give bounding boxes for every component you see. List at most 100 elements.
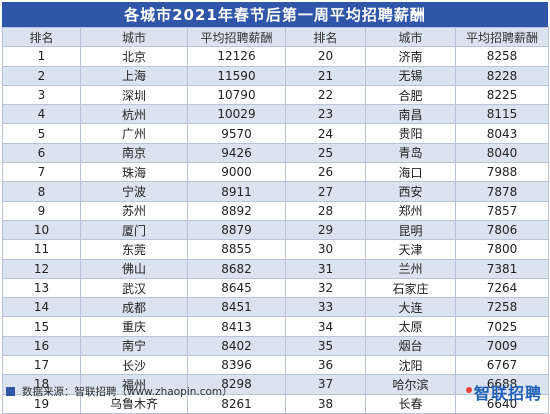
cell-salary: 10029 — [187, 104, 286, 125]
cell-salary: 7025 — [455, 316, 549, 337]
table-row: 2 上海 11590 21 无锡 8228 — [2, 65, 549, 86]
cell-city: 南京 — [80, 142, 188, 164]
cell-city: 成都 — [80, 297, 188, 318]
cell-city: 合肥 — [365, 84, 456, 106]
table-row: 18 福州 8298 37 哈尔滨 6688 — [2, 374, 549, 395]
cell-rank: 2 — [2, 65, 81, 86]
cell-salary: 8396 — [187, 355, 286, 376]
cell-rank: 10 — [2, 219, 81, 241]
cell-salary: 8855 — [187, 239, 286, 260]
cell-rank: 24 — [285, 123, 366, 144]
cell-city: 烟台 — [365, 335, 456, 357]
column-header-city: 城市 — [365, 26, 456, 48]
cell-city: 佛山 — [80, 258, 188, 279]
cell-rank: 23 — [285, 104, 366, 125]
cell-rank: 11 — [2, 239, 81, 260]
table-row: 7 珠海 9000 26 海口 7988 — [2, 162, 549, 183]
cell-city: 广州 — [80, 123, 188, 144]
cell-rank: 32 — [285, 277, 366, 299]
cell-salary: 7857 — [455, 200, 549, 221]
table-row: 6 南京 9426 25 青岛 8040 — [2, 142, 549, 164]
cell-city: 武汉 — [80, 277, 188, 299]
table-row: 4 杭州 10029 23 南昌 8115 — [2, 104, 549, 125]
table-row: 16 南宁 8402 35 烟台 7009 — [2, 335, 549, 357]
column-header-city: 城市 — [80, 26, 188, 48]
cell-rank: 26 — [285, 162, 366, 183]
cell-city: 重庆 — [80, 316, 188, 337]
column-header-rank: 排名 — [2, 26, 81, 48]
data-source-note: 数据来源：智联招聘（www.zhaopin.com） — [22, 386, 233, 398]
cell-city: 天津 — [365, 239, 456, 260]
cell-salary: 8911 — [187, 181, 286, 202]
cell-salary: 9426 — [187, 142, 286, 164]
cell-salary: 12126 — [187, 46, 286, 67]
cell-rank: 33 — [285, 297, 366, 318]
cell-salary: 9570 — [187, 123, 286, 144]
column-header-rank: 排名 — [285, 26, 366, 48]
cell-salary: 7381 — [455, 258, 549, 279]
cell-rank: 34 — [285, 316, 366, 337]
cell-city: 郑州 — [365, 200, 456, 221]
table-row: 14 成都 8451 33 大连 7258 — [2, 297, 549, 318]
table-row: 15 重庆 8413 34 太原 7025 — [2, 316, 549, 337]
cell-salary: 6688 — [455, 374, 549, 395]
salary-ranking-table: 排名 城市 平均招聘薪酬 排名 城市 平均招聘薪酬 1 北京 12126 20 济南 82… — [2, 26, 549, 414]
cell-rank: 17 — [2, 355, 81, 376]
cell-rank: 29 — [285, 219, 366, 241]
cell-salary: 7258 — [455, 297, 549, 318]
cell-city: 兰州 — [365, 258, 456, 279]
table-row: 11 东莞 8855 30 天津 7800 — [2, 239, 549, 260]
cell-salary: 6767 — [455, 355, 549, 376]
cell-city: 沈阳 — [365, 355, 456, 376]
cell-salary: 7800 — [455, 239, 549, 260]
cell-rank: 18 — [2, 374, 81, 395]
cell-rank: 15 — [2, 316, 81, 337]
cell-city: 珠海 — [80, 162, 188, 183]
cell-city: 昆明 — [365, 219, 456, 241]
cell-salary: 8682 — [187, 258, 286, 279]
cell-city: 深圳 — [80, 84, 188, 106]
table-row: 17 长沙 8396 36 沈阳 6767 — [2, 355, 549, 376]
cell-salary: 8225 — [455, 84, 549, 106]
table-row: 8 宁波 8911 27 西安 7878 — [2, 181, 549, 202]
cell-rank: 20 — [285, 46, 366, 67]
cell-rank: 28 — [285, 200, 366, 221]
table-row: 13 武汉 8645 32 石家庄 7264 — [2, 277, 549, 299]
cell-rank: 14 — [2, 297, 81, 318]
cell-rank: 8 — [2, 181, 81, 202]
cell-rank: 31 — [285, 258, 366, 279]
cell-salary: 7264 — [455, 277, 549, 299]
cell-salary: 11590 — [187, 65, 286, 86]
cell-salary: 8298 — [187, 374, 286, 395]
cell-city: 上海 — [80, 65, 188, 86]
cell-city: 长沙 — [80, 355, 188, 376]
cell-city: 哈尔滨 — [365, 374, 456, 395]
cell-salary: 8879 — [187, 219, 286, 241]
column-header-salary: 平均招聘薪酬 — [187, 26, 286, 48]
cell-rank: 36 — [285, 355, 366, 376]
cell-rank: 3 — [2, 84, 81, 106]
cell-salary: 7009 — [455, 335, 549, 357]
brand-logo: 智联招聘 — [465, 380, 542, 404]
cell-rank: 35 — [285, 335, 366, 357]
cell-rank: 1 — [2, 46, 81, 67]
cell-salary: 8258 — [455, 46, 549, 67]
cell-salary: 8115 — [455, 104, 549, 125]
cell-rank: 6 — [2, 142, 81, 164]
cell-city: 石家庄 — [365, 277, 456, 299]
cell-city: 东莞 — [80, 239, 188, 260]
cell-salary: 8043 — [455, 123, 549, 144]
column-header-salary: 平均招聘薪酬 — [455, 26, 549, 48]
source-marker-icon — [6, 387, 15, 396]
cell-salary: 7988 — [455, 162, 549, 183]
cell-salary: 7806 — [455, 219, 549, 241]
cell-salary: 8451 — [187, 297, 286, 318]
cell-rank: 16 — [2, 335, 81, 357]
table-row: 3 深圳 10790 22 合肥 8225 — [2, 84, 549, 106]
cell-city: 大连 — [365, 297, 456, 318]
cell-rank: 22 — [285, 84, 366, 106]
cell-city: 青岛 — [365, 142, 456, 164]
cell-salary: 8228 — [455, 65, 549, 86]
cell-city: 海口 — [365, 162, 456, 183]
